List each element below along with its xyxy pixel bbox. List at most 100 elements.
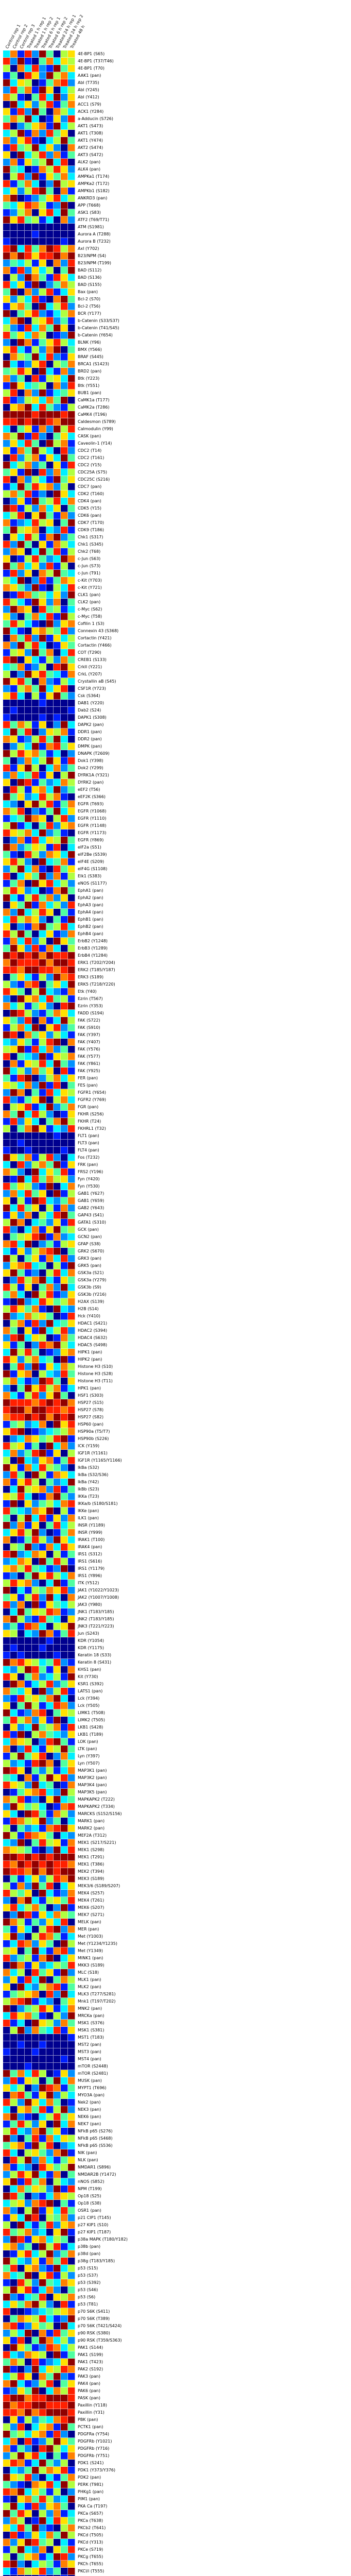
heatmap-cells [3,1262,75,1269]
heatmap-cell [39,1846,46,1854]
heatmap-cell [25,635,32,642]
heatmap-cell [46,1522,54,1529]
row-label: Chk1 (S345) [78,542,103,547]
heatmap-cell [32,2330,39,2337]
heatmap-cell [54,995,61,1003]
heatmap-cell [46,1349,54,1356]
heatmap-cell [3,1385,10,1392]
heatmap-cell [3,2020,10,2027]
heatmap-row: FAK (Y397) [3,1031,351,1039]
heatmap-cell [10,1067,17,1075]
heatmap-cell [61,2048,68,2056]
row-label: OSR1 (pan) [78,2208,101,2213]
row-label: CDK9 (T186) [78,528,104,532]
heatmap-cell [54,346,61,353]
heatmap-cell [25,1919,32,1926]
heatmap-cell [61,2481,68,2488]
heatmap-cell [61,1017,68,1024]
heatmap-row: CSF1R (Y723) [3,685,351,692]
heatmap-cell [3,2178,10,2185]
heatmap-cell [32,2063,39,2070]
heatmap-cell [25,1017,32,1024]
heatmap-cell [39,1673,46,1681]
heatmap-row: EphA1 (pan) [3,887,351,894]
heatmap-cell [3,1031,10,1039]
heatmap-cells [3,1226,75,1233]
heatmap-cell [3,2286,10,2294]
heatmap-cell [3,65,10,72]
heatmap-cell [46,2178,54,2185]
heatmap-cell [46,721,54,728]
heatmap-cell [10,397,17,404]
heatmap-cell [32,2373,39,2380]
heatmap-cell [10,1241,17,1248]
heatmap-cell [61,2193,68,2200]
heatmap-cells [3,1255,75,1262]
heatmap-cell [10,188,17,195]
heatmap-cells [3,2553,75,2561]
heatmap-cell [32,1414,39,1421]
heatmap-cell [17,137,25,144]
heatmap-cell [46,866,54,873]
heatmap-cell [54,628,61,635]
heatmap-cell [46,1825,54,1832]
heatmap-cell [68,1594,75,1601]
row-label: B23/NPM (S4) [78,253,107,258]
heatmap-cell [3,995,10,1003]
heatmap-cell [3,1067,10,1075]
heatmap-cell [10,1818,17,1825]
heatmap-cell [39,707,46,714]
heatmap-cell [46,2474,54,2481]
heatmap-cell [61,1940,68,1947]
heatmap-cell [61,1205,68,1212]
heatmap-row: MLK2 (pan) [3,1984,351,1991]
heatmap-cell [61,1010,68,1017]
heatmap-cell [61,382,68,389]
heatmap-cell [10,2438,17,2445]
heatmap-cell [68,2524,75,2532]
heatmap-cell [46,2063,54,2070]
heatmap-cell [39,1998,46,2005]
heatmap-cell [17,2524,25,2532]
heatmap-cells [3,1284,75,1291]
row-label: MER (pan) [78,1927,99,1931]
heatmap-cell [54,1154,61,1161]
heatmap-cell [3,447,10,454]
heatmap-cell [17,2250,25,2258]
heatmap-cell [17,94,25,101]
heatmap-cell [32,1515,39,1522]
heatmap-cell [32,1738,39,1745]
heatmap-cell [10,1406,17,1414]
heatmap-cell [10,1168,17,1176]
heatmap-cell [39,750,46,757]
heatmap-cells [3,2474,75,2481]
row-label: Caveolin-1 (Y14) [78,441,112,446]
heatmap-cells [3,1443,75,1450]
heatmap-cell [68,700,75,707]
heatmap-cell [32,721,39,728]
heatmap-row: ALK4 (pan) [3,166,351,173]
heatmap-cell [32,2034,39,2041]
heatmap-cell [39,72,46,79]
heatmap-cell [39,1067,46,1075]
row-label: p38g (T183/Y185) [78,2259,115,2263]
heatmap-cell [46,1846,54,1854]
heatmap-cell [3,1486,10,1493]
heatmap-cell [39,2481,46,2488]
heatmap-cells [3,1363,75,1370]
heatmap-cell [46,1875,54,1883]
row-label: JAK1 (Y1022/Y1023) [78,1588,119,1592]
heatmap-cell [10,2142,17,2149]
heatmap-cell [39,433,46,440]
heatmap-cell [10,1010,17,1017]
heatmap-cell [46,635,54,642]
heatmap-cell [3,2474,10,2481]
row-label: Ezrin (Y353) [78,1004,103,1008]
heatmap-cell [61,2438,68,2445]
heatmap-cell [25,707,32,714]
heatmap-cell [61,801,68,808]
row-label: Jun (S243) [78,1631,99,1636]
heatmap-cell [25,2135,32,2142]
heatmap-cell [3,2142,10,2149]
heatmap-cell [68,2286,75,2294]
